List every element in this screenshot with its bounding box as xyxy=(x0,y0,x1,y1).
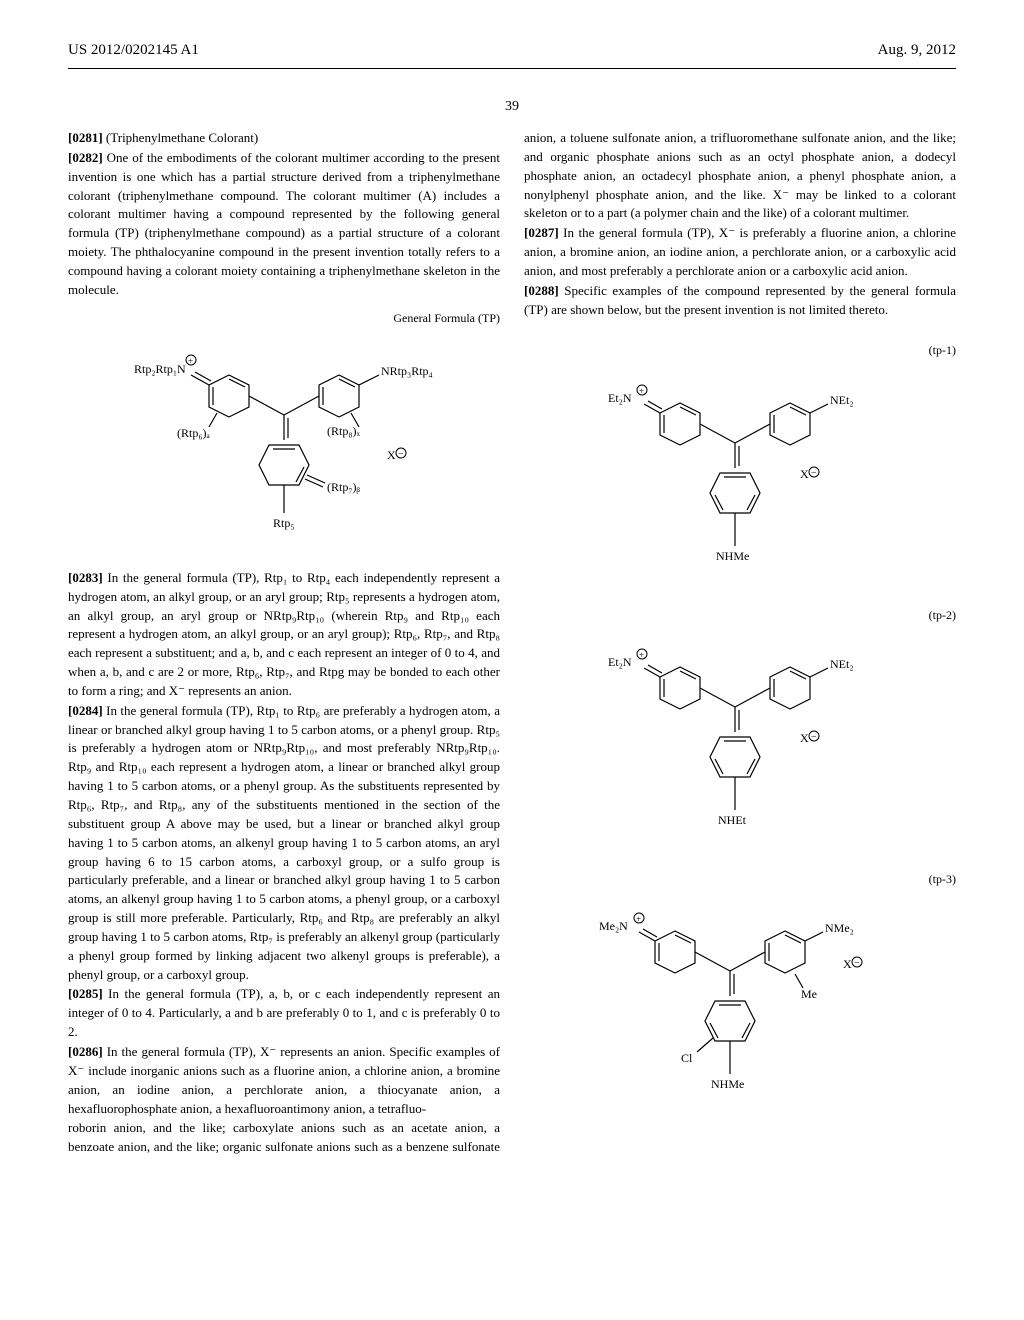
body-columns: [0281] (Triphenylmethane Colorant) [0282… xyxy=(68,129,956,1157)
structure-tp: Rtp₂Rtp₁N + NRtp₃Rtp₄ (Rtp₆)ₐ (Rtp₈)ₓ (R… xyxy=(68,335,500,551)
svg-text:NHMe: NHMe xyxy=(716,549,749,563)
formula-tp-block: General Formula (TP) xyxy=(68,310,500,551)
svg-text:Et₂N: Et₂N xyxy=(608,655,632,669)
para-text: In the general formula (TP), Rtp₁ to Rtp… xyxy=(68,570,500,698)
para-text: (Triphenylmethane Colorant) xyxy=(103,130,259,145)
para-0285: [0285] In the general formula (TP), a, b… xyxy=(68,985,500,1042)
svg-text:+: + xyxy=(188,356,193,366)
chem-label: (Rtp₈)ₓ xyxy=(327,424,361,438)
para-text: In the general formula (TP), X⁻ represen… xyxy=(68,1044,500,1116)
formula-label: General Formula (TP) xyxy=(68,310,500,327)
para-num: [0286] xyxy=(68,1044,103,1059)
page-header: US 2012/0202145 A1 Aug. 9, 2012 xyxy=(68,40,956,69)
chem-label: X xyxy=(387,448,396,462)
svg-text:Me: Me xyxy=(801,987,817,1001)
para-0282: [0282] One of the embodiments of the col… xyxy=(68,149,500,300)
svg-text:−: − xyxy=(811,468,817,479)
svg-text:X: X xyxy=(800,467,809,481)
publication-number: US 2012/0202145 A1 xyxy=(68,40,199,62)
chem-label: Rtp₅ xyxy=(273,516,295,530)
svg-text:Et₂N: Et₂N xyxy=(608,391,632,405)
svg-text:X: X xyxy=(800,731,809,745)
svg-text:NHEt: NHEt xyxy=(718,813,747,827)
svg-text:NEt₂: NEt₂ xyxy=(830,657,854,671)
para-0281: [0281] (Triphenylmethane Colorant) xyxy=(68,129,500,148)
structure-tp2-block: (tp-2) xyxy=(524,607,956,853)
page-number: 39 xyxy=(68,97,956,117)
para-0287: [0287] In the general formula (TP), X⁻ i… xyxy=(524,224,956,281)
chem-label: Rtp₂Rtp₁N xyxy=(134,362,186,376)
para-0283: [0283] In the general formula (TP), Rtp₁… xyxy=(68,569,500,701)
para-0284: [0284] In the general formula (TP), Rtp₁… xyxy=(68,702,500,985)
structure-tp1: Et₂N + NEt₂ X − NHMe xyxy=(524,368,956,589)
para-text: In the general formula (TP), a, b, or c … xyxy=(68,986,500,1039)
structure-tp3-block: (tp-3) xyxy=(524,871,956,1127)
structure-tp3: Me₂N + NMe₂ X − Me Cl NHMe xyxy=(524,896,956,1127)
para-text: Specific examples of the compound repres… xyxy=(524,283,956,317)
chem-label: NRtp₃Rtp₄ xyxy=(381,364,433,378)
publication-date: Aug. 9, 2012 xyxy=(878,40,956,62)
structure-label: (tp-2) xyxy=(524,607,956,624)
svg-text:−: − xyxy=(398,449,404,460)
svg-text:−: − xyxy=(854,958,860,969)
structure-label: (tp-1) xyxy=(524,342,956,359)
svg-text:+: + xyxy=(639,386,644,396)
svg-text:X: X xyxy=(843,957,852,971)
para-num: [0287] xyxy=(524,225,559,240)
para-text: One of the embodiments of the colorant m… xyxy=(68,150,500,297)
para-num: [0284] xyxy=(68,703,103,718)
para-num: [0282] xyxy=(68,150,103,165)
svg-text:NMe₂: NMe₂ xyxy=(825,921,854,935)
svg-text:NHMe: NHMe xyxy=(711,1077,744,1091)
para-num: [0285] xyxy=(68,986,103,1001)
structure-label: (tp-3) xyxy=(524,871,956,888)
para-num: [0281] xyxy=(68,130,103,145)
para-text: In the general formula (TP), Rtp₁ to Rtp… xyxy=(68,703,500,982)
svg-text:−: − xyxy=(811,732,817,743)
para-num: [0283] xyxy=(68,570,103,585)
chem-label: (Rtp₇)ᵦ xyxy=(327,480,361,494)
svg-text:NEt₂: NEt₂ xyxy=(830,393,854,407)
para-text: In the general formula (TP), X⁻ is prefe… xyxy=(524,225,956,278)
para-num: [0288] xyxy=(524,283,559,298)
para-0286: [0286] In the general formula (TP), X⁻ r… xyxy=(68,1043,500,1118)
svg-text:Cl: Cl xyxy=(681,1051,693,1065)
chem-label: (Rtp₆)ₐ xyxy=(177,426,211,440)
structure-tp1-block: (tp-1) xyxy=(524,342,956,588)
svg-text:+: + xyxy=(639,650,644,660)
para-0288: [0288] Specific examples of the compound… xyxy=(524,282,956,320)
svg-text:Me₂N: Me₂N xyxy=(599,919,628,933)
structure-tp2: Et₂N + NEt₂ X − NHEt xyxy=(524,632,956,853)
svg-text:+: + xyxy=(636,914,641,924)
